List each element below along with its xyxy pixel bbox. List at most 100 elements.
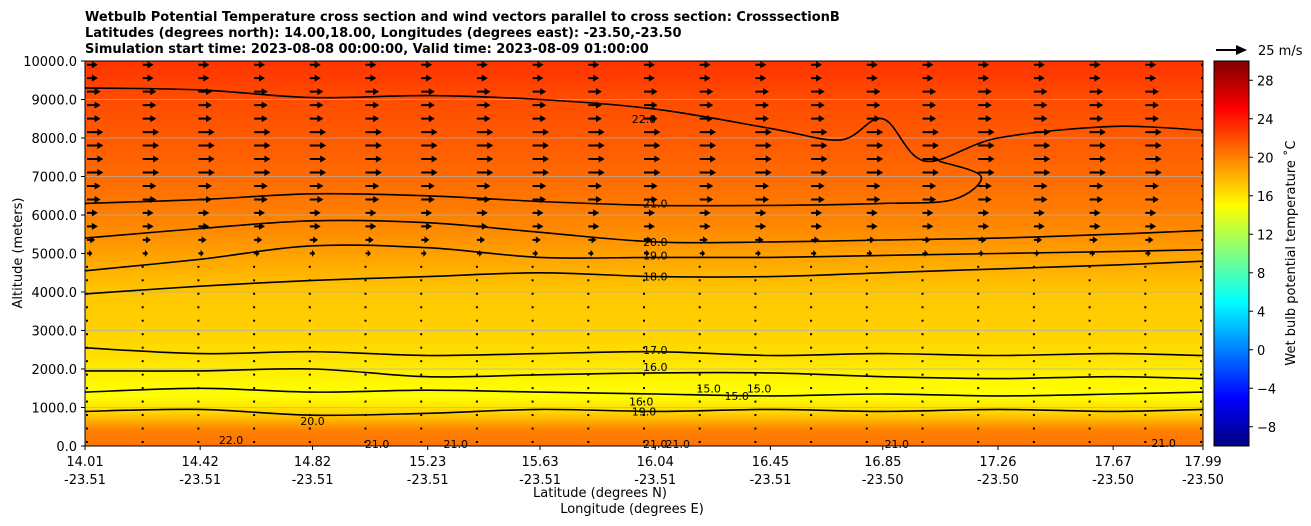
wind-vector xyxy=(587,414,590,417)
wind-vector xyxy=(142,142,160,150)
wind-vector xyxy=(754,414,757,417)
wind-vector xyxy=(978,222,990,230)
wind-vector xyxy=(588,101,602,109)
wind-vector xyxy=(532,222,544,230)
wind-vector xyxy=(644,182,658,190)
contour-label: 15.0 xyxy=(747,382,772,395)
wind-vector xyxy=(1200,346,1202,349)
x-tick-label-latitude: 15.23 xyxy=(409,455,446,470)
wind-vector xyxy=(754,360,757,363)
wind-vector xyxy=(1200,333,1202,336)
wind-vector xyxy=(1144,387,1147,390)
wind-vector xyxy=(1032,441,1035,443)
wind-vector xyxy=(309,249,316,257)
colorbar-label: Wet bulb potential temperature ˚C xyxy=(1283,140,1299,365)
wind-vector xyxy=(1144,427,1147,430)
wind-vector xyxy=(198,236,207,244)
wind-vector xyxy=(87,61,98,69)
wind-vector xyxy=(644,128,661,136)
wind-vector xyxy=(921,279,924,282)
wind-vector xyxy=(978,209,990,217)
contour-lines xyxy=(85,87,1203,417)
wind-vector xyxy=(866,182,881,190)
wind-vector xyxy=(978,88,992,96)
x-axis: 14.01 -23.51 14.42 -23.51 14.82 -23.51 15.23 -2… xyxy=(64,446,1224,488)
wind-vector xyxy=(1200,373,1202,376)
wind-vector xyxy=(531,387,534,390)
wind-vector xyxy=(86,414,88,417)
wind-vector xyxy=(142,249,149,257)
wind-vector xyxy=(810,346,813,349)
wind-vector xyxy=(475,441,478,443)
wind-vector xyxy=(699,115,714,123)
wind-vector xyxy=(1200,427,1202,430)
wind-vector xyxy=(253,414,256,417)
wind-vector xyxy=(644,115,658,123)
wind-vector xyxy=(810,292,813,295)
wind-vector xyxy=(531,346,534,349)
x-tick-label-latitude: 15.63 xyxy=(521,455,558,470)
wind-vector xyxy=(1088,414,1091,417)
wind-vector xyxy=(420,346,423,349)
wind-vector xyxy=(699,249,706,257)
wind-vector xyxy=(197,346,200,349)
wind-vector xyxy=(198,195,213,203)
wind-vector xyxy=(1144,306,1147,309)
wind-vector xyxy=(643,414,645,417)
wind-vector xyxy=(365,195,380,203)
wind-vector xyxy=(977,306,980,309)
wind-vector xyxy=(698,319,701,322)
wind-vector xyxy=(364,360,367,363)
wind-vector xyxy=(254,195,268,203)
wind-vector xyxy=(142,155,160,163)
wind-vector xyxy=(1089,249,1096,257)
wind-vector xyxy=(866,222,878,230)
colorbar xyxy=(1213,60,1250,447)
wind-vector xyxy=(978,155,995,163)
wind-vector xyxy=(811,249,817,257)
wind-vector xyxy=(142,74,154,82)
wind-vector xyxy=(86,306,88,309)
wind-vector xyxy=(86,292,88,295)
wind-vector xyxy=(142,101,157,109)
wind-vector xyxy=(253,346,256,349)
wind-vector xyxy=(476,142,494,150)
wind-vector xyxy=(643,360,645,363)
wind-vector xyxy=(921,387,924,390)
wind-vector xyxy=(421,249,427,257)
wind-vector xyxy=(532,142,549,150)
wind-vector xyxy=(977,346,980,349)
wind-vector xyxy=(198,128,215,136)
colorbar-tick-label: 20 xyxy=(1257,151,1274,166)
wind-vector xyxy=(87,222,98,230)
wind-vector xyxy=(699,101,714,109)
wind-vector xyxy=(1089,209,1101,217)
colorbar-tick-label: −4 xyxy=(1257,382,1276,397)
wind-vector xyxy=(810,360,813,363)
x-tick-label-longitude: -23.51 xyxy=(179,473,221,488)
wind-vector xyxy=(921,414,924,417)
wind-vector xyxy=(364,387,367,390)
wind-vector xyxy=(1145,61,1157,69)
wind-vector xyxy=(1089,222,1101,230)
wind-vector xyxy=(1088,441,1091,443)
wind-vector xyxy=(421,222,433,230)
contour-label: 17.0 xyxy=(643,344,668,357)
wind-vector xyxy=(87,195,101,203)
wind-vector xyxy=(1145,195,1159,203)
wind-vector xyxy=(87,209,98,217)
wind-vector xyxy=(1033,169,1051,176)
wind-vector xyxy=(197,387,200,390)
wind-vector xyxy=(643,306,645,309)
wind-vector xyxy=(811,195,825,203)
contour-label: 22.0 xyxy=(219,434,244,447)
wind-vector xyxy=(254,74,266,82)
wind-vector xyxy=(811,115,825,123)
x-tick-label-latitude: 17.99 xyxy=(1184,455,1221,470)
wind-vector xyxy=(866,128,884,136)
wind-vector xyxy=(254,128,271,136)
wind-vector xyxy=(365,61,377,69)
wind-vector xyxy=(365,88,380,96)
wind-vector xyxy=(1032,400,1035,403)
wind-vector xyxy=(253,373,256,376)
